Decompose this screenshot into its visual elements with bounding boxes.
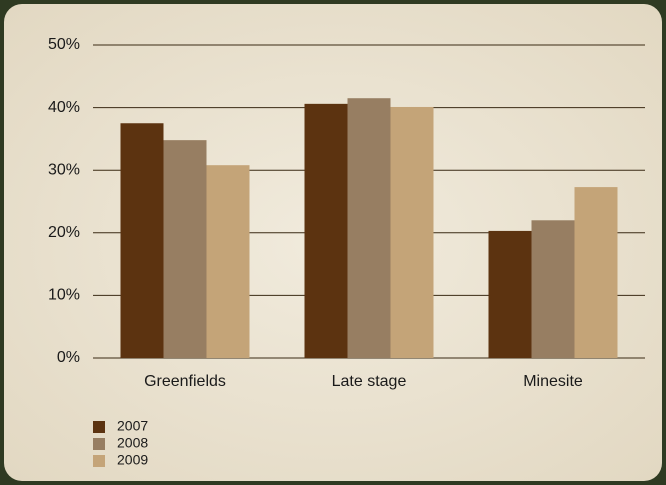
x-tick-label: Minesite [523,373,583,390]
x-tick-label: Greenfields [144,373,226,390]
bar [347,98,391,359]
bar [488,230,532,358]
legend-label: 2008 [117,435,148,451]
y-tick-label: 0% [57,349,80,366]
bar [163,140,207,358]
bar [304,103,348,359]
y-tick-label: 40% [48,99,80,116]
bar [206,165,250,358]
x-tick-label: Late stage [332,373,407,390]
legend-swatch [93,438,105,450]
y-tick-label: 20% [48,224,80,241]
legend-swatch [93,421,105,433]
legend-label: 2009 [117,452,148,468]
y-tick-label: 10% [48,287,80,304]
bar [531,220,575,358]
bar [120,123,164,358]
bar [390,106,434,358]
legend-label: 2007 [117,418,148,434]
legend-swatch [93,455,105,467]
y-tick-label: 50% [48,36,80,53]
y-tick-label: 30% [48,161,80,178]
bar [574,187,618,358]
